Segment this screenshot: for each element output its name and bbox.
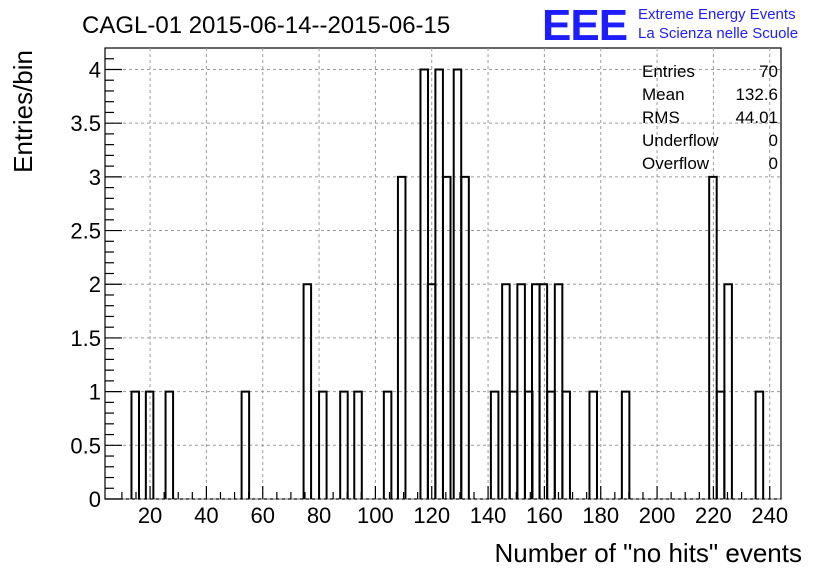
stats-value: 132.6 <box>735 85 778 104</box>
x-axis-label: Number of "no hits" events <box>495 538 803 568</box>
histogram-bin <box>460 175 470 499</box>
histogram-bin <box>754 390 765 499</box>
histogram-bin <box>353 390 363 499</box>
x-tick-labels: 20 40 60 80 100 120 140 160 180 200 220 240 <box>138 503 788 528</box>
chart-title: CAGL-01 2015-06-14--2015-06-15 <box>82 12 450 39</box>
eee-logo: EEE Extreme Energy Events La Scienza nel… <box>542 1 798 50</box>
histogram-bin <box>339 390 349 499</box>
logo-line-2: La Scienza nelle Scuole <box>638 25 798 42</box>
histogram-bin <box>382 390 393 499</box>
x-tick-label: 140 <box>470 503 507 528</box>
histogram-bin <box>302 283 313 499</box>
y-tick-label: 1.5 <box>70 326 101 351</box>
y-tick-label: 2.5 <box>70 219 101 244</box>
logo-mark: EEE <box>542 1 627 50</box>
x-tick-label: 60 <box>250 503 274 528</box>
x-tick-label: 240 <box>751 503 788 528</box>
y-tick-label: 1 <box>89 380 101 405</box>
histogram-bin <box>620 390 631 499</box>
x-tick-label: 80 <box>307 503 331 528</box>
x-tick-label: 160 <box>526 503 563 528</box>
stats-value: 70 <box>759 62 778 81</box>
y-tick-label: 0.5 <box>70 433 101 458</box>
histogram-bin <box>130 390 140 499</box>
x-tick-label: 40 <box>194 503 218 528</box>
histogram-bin <box>396 175 407 499</box>
y-tick-label: 3.5 <box>70 111 101 136</box>
y-tick-label: 2 <box>89 272 101 297</box>
histogram-bin <box>144 390 155 499</box>
histogram-bin <box>240 390 251 499</box>
stats-value: 0 <box>769 131 778 150</box>
x-tick-label: 20 <box>138 503 162 528</box>
y-axis-label: Entries/bin <box>8 50 38 173</box>
stats-label: Overflow <box>642 154 710 173</box>
histogram-bin <box>318 390 328 499</box>
x-tick-label: 120 <box>413 503 450 528</box>
y-tick-label: 0 <box>89 487 101 512</box>
y-tick-labels: 0 0.5 1 1.5 2 2.5 3 3.5 4 <box>70 57 101 512</box>
y-tick-label: 4 <box>89 57 101 82</box>
stats-label: Mean <box>642 85 685 104</box>
stats-value: 0 <box>769 154 778 173</box>
histogram-bin <box>588 390 598 499</box>
histogram-bins <box>130 68 765 499</box>
histogram-bin <box>723 283 733 499</box>
x-tick-label: 100 <box>357 503 394 528</box>
histogram-bin <box>708 175 718 499</box>
stats-label: Entries <box>642 62 695 81</box>
stats-label: RMS <box>642 108 680 127</box>
x-tick-label: 180 <box>582 503 619 528</box>
stats-label: Underflow <box>642 131 719 150</box>
histogram-bin <box>489 390 500 499</box>
x-tick-label: 200 <box>639 503 676 528</box>
histogram-bin <box>561 390 571 499</box>
histogram-bin <box>442 175 452 499</box>
histogram-bin <box>164 390 175 499</box>
x-tick-label: 220 <box>695 503 732 528</box>
y-tick-label: 3 <box>89 165 101 190</box>
stats-box: Entries 70 Mean 132.6 RMS 44.01 Underflow 0 Over… <box>642 62 778 173</box>
logo-line-1: Extreme Energy Events <box>638 6 796 23</box>
stats-value: 44.01 <box>735 108 778 127</box>
